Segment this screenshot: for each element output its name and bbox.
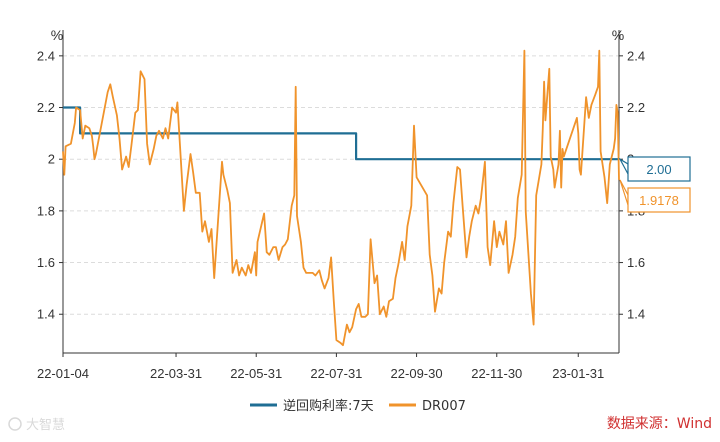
left-y-tick-label: 1.4	[37, 307, 55, 322]
left-y-tick-label: 2.4	[37, 48, 55, 63]
axes	[62, 30, 620, 354]
callout-pointer-dr007	[619, 179, 629, 206]
left-y-tick-label: 2.2	[37, 100, 55, 115]
left-y-tick-label: 2	[48, 152, 55, 167]
right-axis-unit: %	[612, 27, 624, 43]
x-tick-label: 22-07-31	[310, 366, 362, 381]
series-line-dr007	[62, 49, 620, 347]
tick-labels: 1.41.41.61.61.81.8222.22.22.42.422-01-04…	[37, 48, 645, 381]
legend-label-reverse-repo: 逆回购利率:7天	[283, 398, 374, 414]
callout-value-dr007: 1.9178	[639, 193, 679, 208]
data-source-note: 数据来源：Wind	[607, 416, 712, 432]
callout-value-reverse-repo: 2.00	[646, 162, 671, 177]
left-axis-unit: %	[51, 27, 63, 43]
watermark-logo-icon	[8, 417, 22, 431]
x-tick-label: 22-03-31	[150, 366, 202, 381]
x-tick-label: 22-09-30	[391, 366, 443, 381]
right-y-tick-label: 1.4	[627, 307, 645, 322]
right-y-tick-label: 1.6	[627, 255, 645, 270]
grid-lines	[63, 55, 619, 315]
last-value-callouts: 2.00 1.9178	[618, 156, 691, 213]
legend: 逆回购利率:7天 DR007	[250, 398, 466, 414]
callout-box-reverse-repo	[627, 156, 691, 182]
series-lines	[62, 49, 620, 347]
x-tick-label: 22-11-30	[471, 366, 522, 381]
left-y-tick-label: 1.8	[37, 203, 55, 218]
right-y-tick-label: 2.4	[627, 48, 645, 63]
left-y-tick-label: 1.6	[37, 255, 55, 270]
x-tick-label: 22-05-31	[230, 366, 282, 381]
callout-box-dr007	[627, 187, 691, 213]
x-tick-label: 23-01-31	[552, 366, 604, 381]
legend-label-dr007: DR007	[422, 399, 466, 414]
x-tick-label: 22-01-04	[37, 366, 89, 381]
watermark-text: 大智慧	[26, 417, 65, 433]
watermark: 大智慧	[8, 417, 65, 433]
right-y-tick-label: 2.2	[627, 100, 645, 115]
